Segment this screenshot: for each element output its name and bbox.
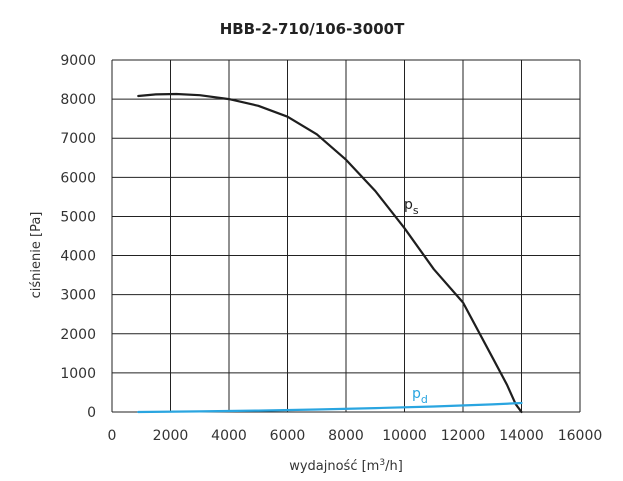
y-tick-label-8: 8000: [60, 92, 96, 108]
y-tick-label-6: 6000: [60, 170, 96, 186]
x-tick-label-2: 4000: [211, 428, 247, 444]
y-tick-label-1: 1000: [60, 366, 96, 382]
chart-title: HBB-2-710/106-3000T: [220, 20, 405, 38]
y-tick-label-5: 5000: [60, 209, 96, 225]
x-tick-label-0: 0: [108, 428, 117, 444]
series-line-pd: [137, 401, 523, 414]
x-tick-label-8: 16000: [558, 428, 603, 444]
x-tick-label-6: 12000: [441, 428, 486, 444]
y-tick-label-2: 2000: [60, 327, 96, 343]
series-line-ps: [137, 92, 523, 414]
y-tick-labels: 0 1000 2000 3000 4000 5000 6000 7000 8000 9000: [60, 53, 96, 421]
y-tick-label-3: 3000: [60, 288, 96, 304]
y-tick-label-9: 9000: [60, 53, 96, 69]
x-axis-label: wydajność [m3/h]: [289, 458, 403, 474]
y-tick-label-0: 0: [87, 405, 96, 421]
y-axis-label: ciśnienie [Pa]: [29, 212, 44, 299]
series-group: ps pd: [137, 92, 523, 414]
x-tick-label-4: 8000: [328, 428, 364, 444]
y-tick-label-7: 7000: [60, 131, 96, 147]
y-tick-label-4: 4000: [60, 249, 96, 265]
series-label-ps: ps: [404, 197, 419, 217]
x-tick-label-3: 6000: [270, 428, 306, 444]
grid: [111, 59, 581, 413]
x-tick-labels: 0 2000 4000 6000 8000 10000 12000 14000 16000: [108, 428, 603, 444]
x-tick-label-7: 14000: [499, 428, 544, 444]
series-label-pd: pd: [412, 386, 428, 406]
x-tick-label-5: 10000: [382, 428, 427, 444]
x-tick-label-1: 2000: [153, 428, 189, 444]
